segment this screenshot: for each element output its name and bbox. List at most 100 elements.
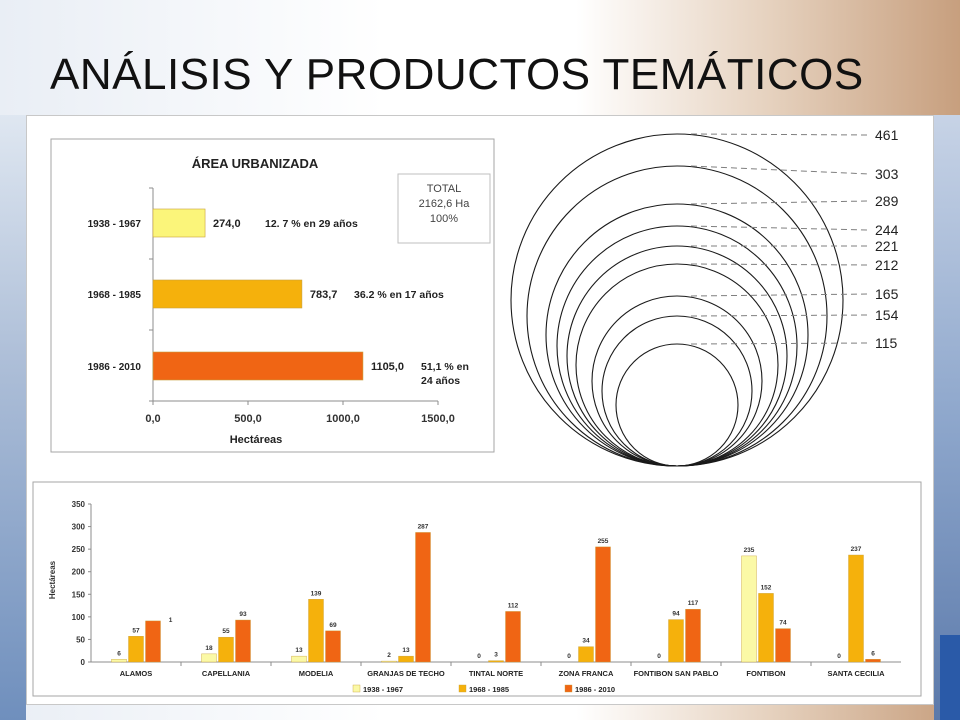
bar-1-1 xyxy=(218,636,234,663)
neighborhood-chart-frame xyxy=(32,481,922,697)
circle-label-165: 165 xyxy=(875,286,899,302)
neighborhood-category-label-6: FONTIBON SAN PABLO xyxy=(634,669,719,678)
bar-2-1 xyxy=(308,599,324,663)
circle-label-154: 154 xyxy=(875,307,899,323)
neighborhood-legend: 1938 - 1967 1968 - 1985 1986 - 2010 xyxy=(352,684,615,694)
bar-5-1 xyxy=(578,646,594,663)
legend-swatch-0 xyxy=(352,684,361,693)
total-box-line-1: TOTAL xyxy=(427,183,461,195)
legend-label-0: 1938 - 1967 xyxy=(363,685,403,694)
right-blue-block xyxy=(940,635,960,720)
bar-4-1 xyxy=(488,660,504,663)
urban-value-label-1: 783,7 xyxy=(310,289,338,301)
circle-label-244: 244 xyxy=(875,222,899,238)
urban-value-label-2: 1105,0 xyxy=(371,361,404,373)
bar-2-0 xyxy=(291,655,307,663)
urban-bar-1 xyxy=(152,279,303,309)
urban-bar-0 xyxy=(152,208,206,238)
neighborhood-ytick-label-4: 200 xyxy=(72,568,86,577)
circle-label-115: 115 xyxy=(875,335,898,351)
urban-xtick-label-2: 1000,0 xyxy=(326,413,360,425)
bar-label-4-1: 3 xyxy=(494,652,498,659)
bar-0-1 xyxy=(128,636,144,663)
neighborhood-ytick-label-3: 150 xyxy=(72,590,86,599)
bar-1-0 xyxy=(201,653,217,663)
neighborhood-category-label-0: ALAMOS xyxy=(120,669,153,678)
bar-label-5-0: 0 xyxy=(567,653,571,660)
bar-label-8-0: 0 xyxy=(837,653,841,660)
legend-swatch-1 xyxy=(458,684,467,693)
neighborhood-category-label-8: SANTA CECILIA xyxy=(827,669,885,678)
circle-289 xyxy=(545,203,809,467)
circle-165 xyxy=(591,295,763,467)
bar-label-8-1: 237 xyxy=(851,546,862,553)
bar-6-2 xyxy=(685,608,701,663)
circle-leader-115 xyxy=(690,342,870,345)
bar-label-0-0: 6 xyxy=(117,650,121,657)
circle-label-461: 461 xyxy=(875,127,899,143)
urban-category-label-1: 1968 - 1985 xyxy=(88,290,142,301)
bar-8-1 xyxy=(848,554,864,663)
bar-7-2 xyxy=(775,628,791,663)
right-decor-strip xyxy=(934,115,960,720)
bar-label-7-2: 74 xyxy=(779,620,787,627)
neighborhood-ytick-label-5: 250 xyxy=(72,545,86,554)
neighborhood-category-label-3: GRANJAS DE TECHO xyxy=(367,669,445,678)
neighborhood-chart: Hectáreas 0501001502002503003506571ALAMO… xyxy=(32,481,922,697)
bar-label-6-2: 117 xyxy=(688,600,699,607)
neighborhood-ytick-label-6: 300 xyxy=(72,523,86,532)
urban-labels: 0,0 500,0 1000,0 1500,0 1938 - 1967 274,0 12. … xyxy=(88,218,469,425)
urban-area-chart: ÁREA URBANIZADA TOTAL 2162,6 Ha 100% 0,0… xyxy=(50,138,495,453)
urban-bar-2 xyxy=(152,351,364,381)
circle-221 xyxy=(566,245,788,467)
total-box-line-3: 100% xyxy=(430,213,458,225)
bar-label-6-0: 0 xyxy=(657,653,661,660)
bar-label-2-0: 13 xyxy=(295,647,303,654)
neighborhood-category-label-4: TINTAL NORTE xyxy=(469,669,523,678)
bar-3-1 xyxy=(398,655,414,663)
bar-label-8-2: 6 xyxy=(871,650,875,657)
bar-label-1-2: 93 xyxy=(239,611,247,618)
total-box-line-2: 2162,6 Ha xyxy=(419,198,471,210)
bar-4-2 xyxy=(505,611,521,663)
neighborhood-yaxis-label: Hectáreas xyxy=(48,560,57,599)
circle-461 xyxy=(510,133,844,467)
circle-leader-165 xyxy=(690,293,870,297)
urban-chart-title: ÁREA URBANIZADA xyxy=(192,156,319,171)
bar-label-2-1: 139 xyxy=(311,590,322,597)
urban-xtick-label-0: 0,0 xyxy=(145,413,160,425)
bar-label-0-1: 57 xyxy=(132,627,140,634)
neighborhood-labels: 0501001502002503003506571ALAMOS185593CAP… xyxy=(72,500,885,678)
urban-annotation-2-0: 51,1 % en xyxy=(421,361,469,373)
bar-label-3-0: 2 xyxy=(387,652,391,659)
neighborhood-category-label-2: MODELIA xyxy=(299,669,334,678)
urban-xtick-label-3: 1500,0 xyxy=(421,413,455,425)
bar-label-0-2: 1 xyxy=(169,617,173,624)
circle-leader-244 xyxy=(690,225,870,231)
circle-leader-461 xyxy=(690,133,870,136)
bar-label-4-2: 112 xyxy=(508,602,519,609)
circle-label-212: 212 xyxy=(875,257,899,273)
bar-7-1 xyxy=(758,593,774,663)
circle-leader-212 xyxy=(690,263,870,266)
bar-label-3-1: 13 xyxy=(402,647,410,654)
urban-bars xyxy=(152,208,364,381)
bar-7-0 xyxy=(741,555,757,663)
total-box xyxy=(397,173,491,244)
circle-115 xyxy=(615,343,739,467)
neighborhood-ytick-label-1: 50 xyxy=(76,635,85,644)
circle-244 xyxy=(556,225,798,467)
circle-label-289: 289 xyxy=(875,193,899,209)
charts-canvas: ÁREA URBANIZADA TOTAL 2162,6 Ha 100% 0,0… xyxy=(32,127,922,697)
slide-title: ANÁLISIS Y PRODUCTOS TEMÁTICOS xyxy=(50,50,864,99)
bar-3-2 xyxy=(415,532,431,663)
bar-label-2-2: 69 xyxy=(329,622,337,629)
neighborhood-ytick-label-2: 100 xyxy=(72,613,86,622)
bar-0-0 xyxy=(111,659,127,663)
bar-label-3-2: 287 xyxy=(418,523,429,530)
neighborhood-ytick-label-7: 350 xyxy=(72,500,86,509)
urban-xaxis-label: Hectáreas xyxy=(230,434,283,446)
urban-value-label-0: 274,0 xyxy=(213,218,241,230)
bar-label-4-0: 0 xyxy=(477,653,481,660)
